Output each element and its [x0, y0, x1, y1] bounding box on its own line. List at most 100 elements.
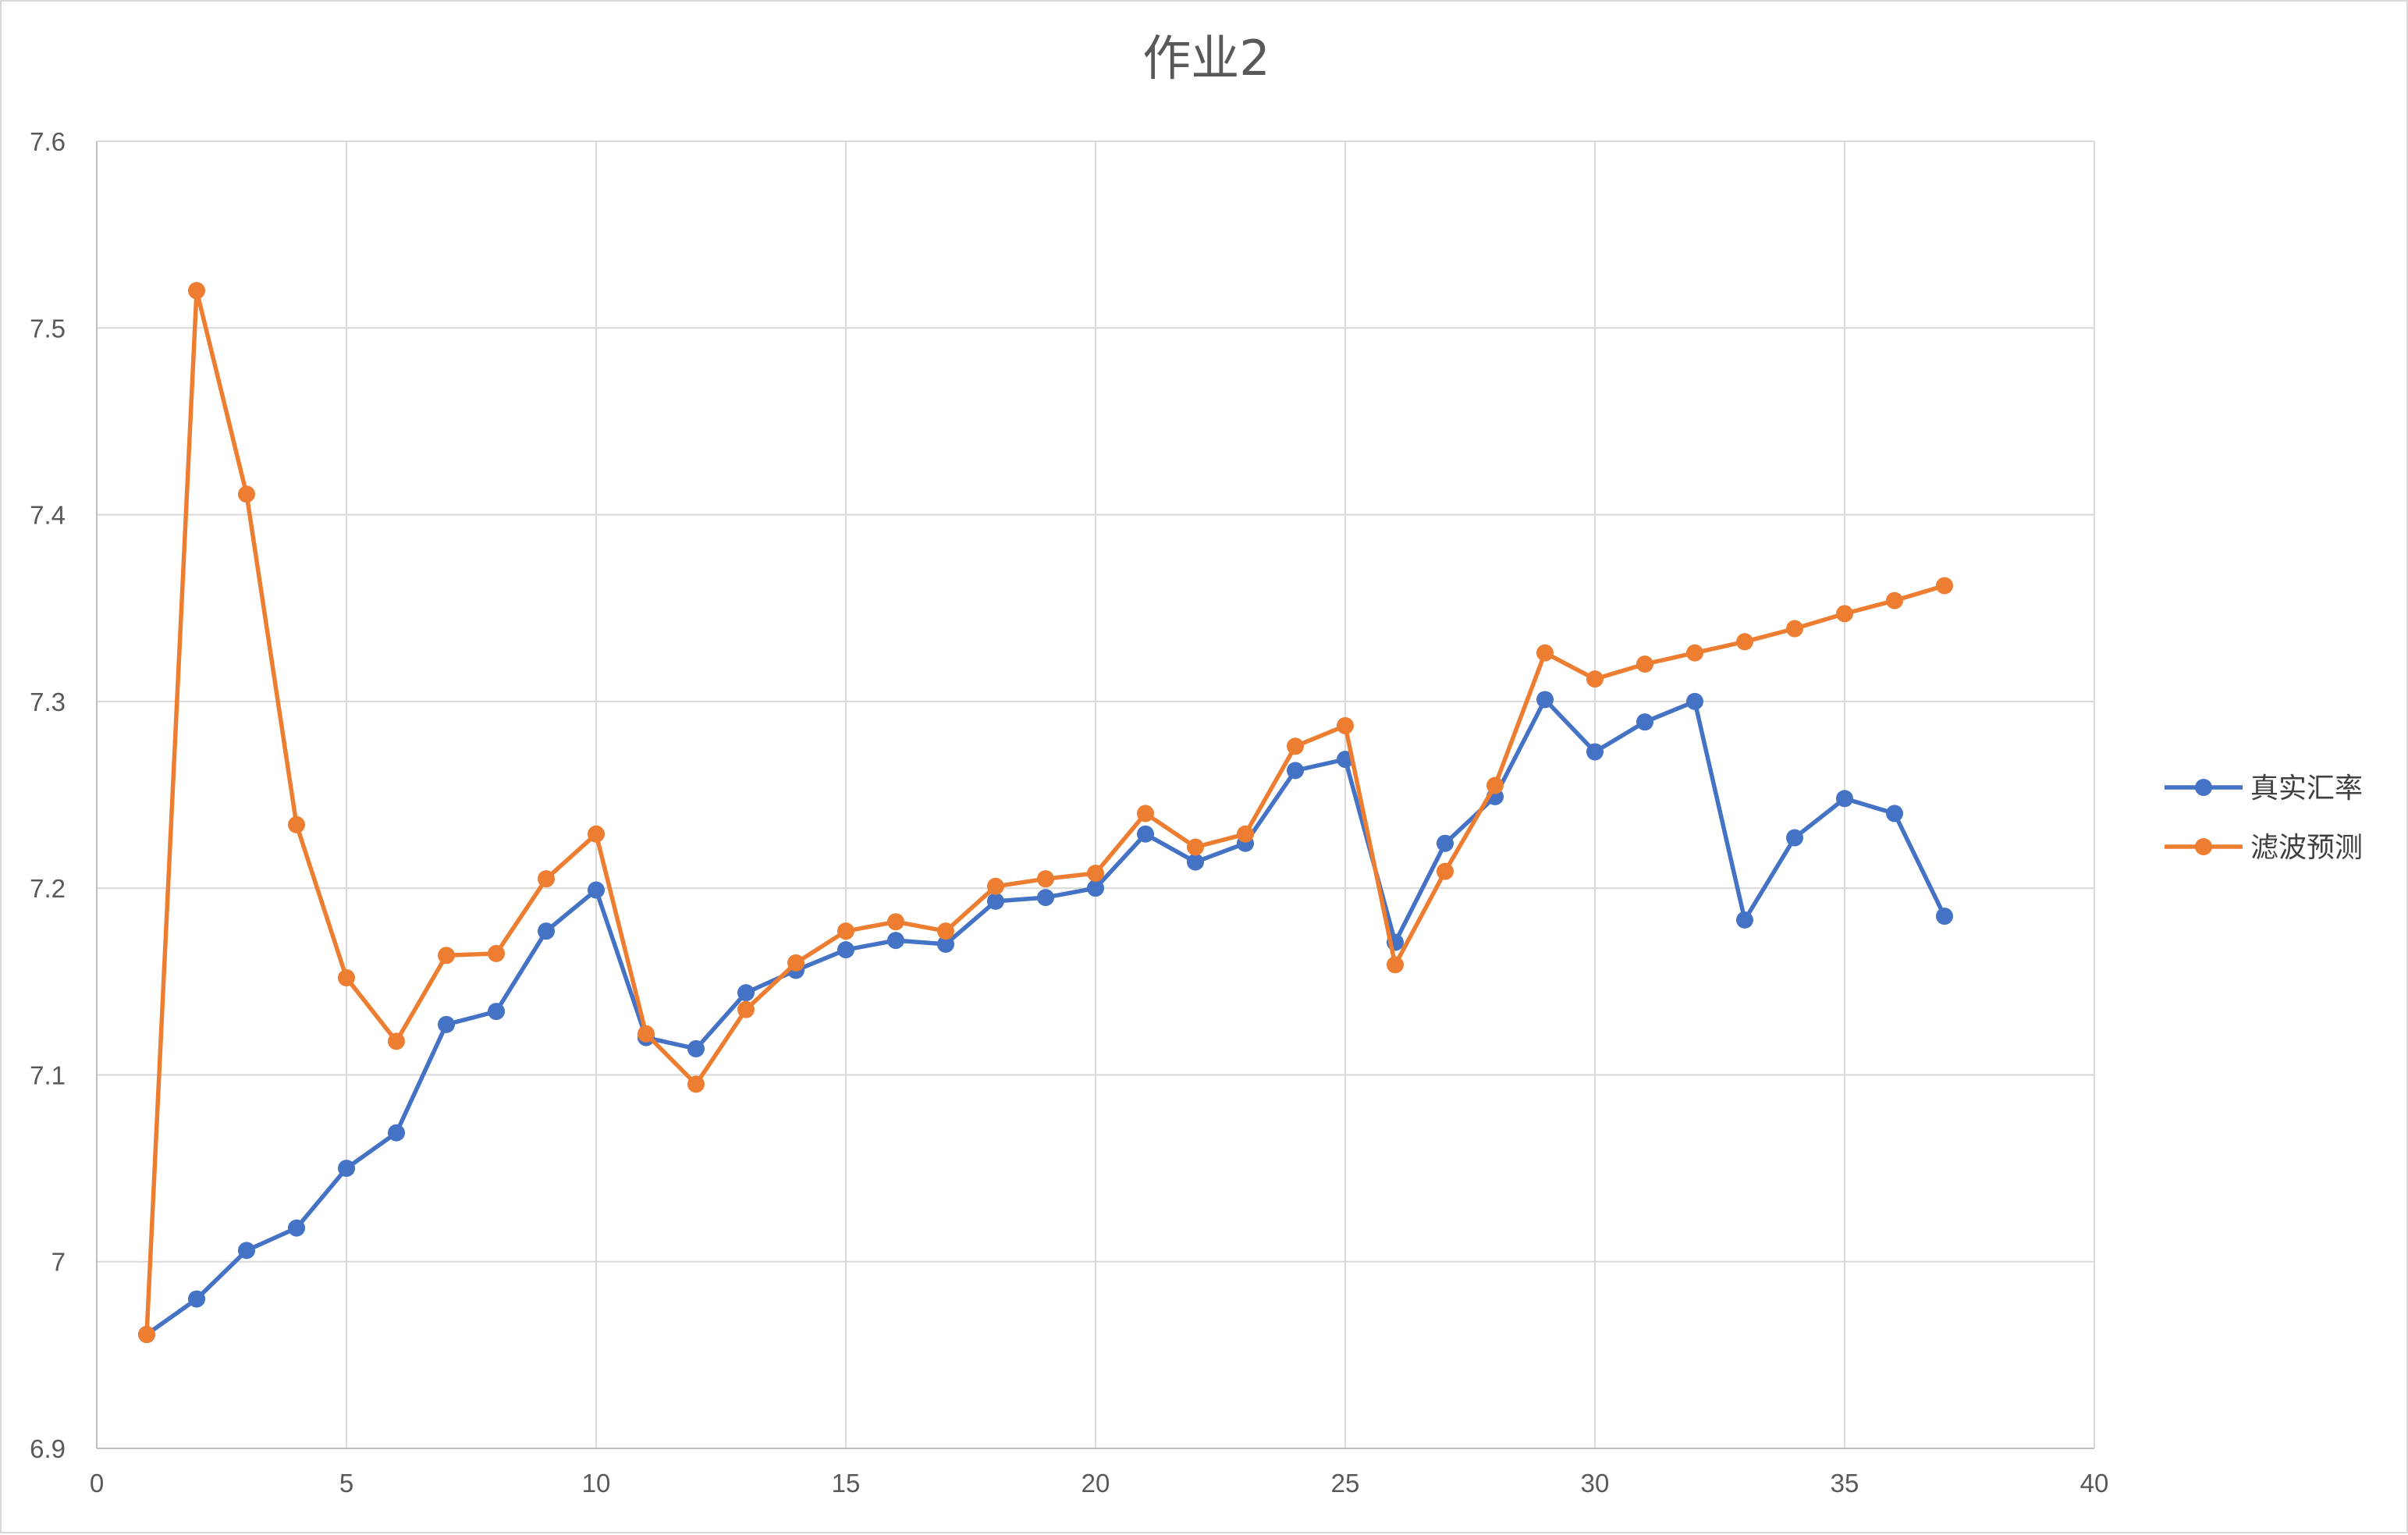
data-point [1536, 691, 1554, 709]
data-point [338, 1160, 355, 1178]
data-point [687, 1039, 705, 1057]
data-point [288, 1219, 305, 1237]
x-tick-label: 35 [1831, 1469, 1859, 1498]
data-point [1486, 776, 1504, 794]
legend-label: 真实汇率 [2250, 773, 2363, 805]
data-point [1886, 805, 1903, 823]
data-point [987, 877, 1004, 895]
legend-swatch-marker [2195, 838, 2212, 855]
axes: 6.9 7 7.1 7.2 7.3 7.4 7.5 7.6 0 5 10 15 20 25 30 35 40 [30, 127, 2108, 1498]
data-point [338, 969, 355, 986]
data-point [138, 1326, 155, 1344]
data-point [1836, 790, 1853, 808]
y-tick-label: 7.2 [30, 874, 66, 903]
data-point [1686, 692, 1703, 710]
data-point [588, 825, 605, 843]
legend-item: 滤波预测 [2165, 832, 2363, 864]
gridlines [96, 140, 2095, 1449]
data-point [687, 1075, 705, 1093]
legend-label: 滤波预测 [2250, 832, 2363, 864]
x-tick-label: 20 [1081, 1469, 1110, 1498]
data-point [488, 1003, 505, 1021]
data-point [1437, 834, 1454, 852]
data-point [837, 941, 854, 959]
y-tick-label: 6.9 [30, 1434, 66, 1463]
data-point [238, 1242, 255, 1260]
data-point [1287, 737, 1304, 755]
data-point [1237, 825, 1254, 843]
data-point [288, 815, 305, 833]
x-tick-label: 40 [2080, 1469, 2109, 1498]
data-point [188, 1290, 205, 1308]
y-tick-label: 7.4 [30, 501, 66, 530]
series-1 [138, 691, 1953, 1344]
data-point [1536, 644, 1554, 662]
data-point [388, 1032, 405, 1050]
x-tick-label: 0 [90, 1469, 104, 1498]
data-point [1636, 713, 1653, 731]
x-tick-label: 30 [1581, 1469, 1610, 1498]
series-layer [138, 282, 1953, 1344]
y-tick-label: 7.5 [30, 314, 66, 343]
data-point [438, 947, 455, 965]
data-point [1337, 716, 1354, 734]
data-point [1886, 592, 1903, 609]
x-tick-label: 5 [339, 1469, 353, 1498]
data-point [1936, 577, 1953, 595]
y-tick-label: 7 [51, 1248, 66, 1277]
data-point [1037, 870, 1054, 888]
data-point [538, 870, 555, 888]
data-point [1187, 853, 1204, 871]
data-point [1586, 670, 1604, 688]
x-tick-label: 15 [832, 1469, 861, 1498]
data-point [787, 954, 804, 972]
data-point [1586, 743, 1604, 761]
data-point [887, 913, 904, 931]
x-tick-label: 10 [582, 1469, 611, 1498]
data-point [588, 881, 605, 899]
data-point [1736, 633, 1753, 651]
legend-item: 真实汇率 [2165, 773, 2363, 805]
data-point [188, 282, 205, 300]
data-point [1387, 956, 1404, 974]
x-tick-label: 25 [1331, 1469, 1360, 1498]
data-point [638, 1025, 655, 1043]
data-point [1087, 879, 1104, 897]
data-point [887, 932, 904, 950]
series-line [144, 288, 1947, 1337]
legend-swatch-marker [2195, 779, 2212, 796]
data-point [1686, 644, 1703, 662]
data-point [388, 1124, 405, 1142]
data-point [1836, 605, 1853, 623]
series-line [144, 697, 1947, 1337]
data-point [987, 892, 1004, 910]
data-point [1786, 620, 1803, 638]
data-point [538, 922, 555, 940]
data-point [937, 935, 954, 953]
chart-title: 作业2 [1142, 30, 1270, 87]
data-point [1437, 862, 1454, 880]
series-2 [138, 282, 1953, 1344]
data-point [1287, 762, 1304, 780]
data-point [488, 944, 505, 962]
data-point [937, 922, 954, 940]
data-point [737, 984, 755, 1002]
data-point [1137, 825, 1154, 843]
y-tick-label: 7.1 [30, 1061, 66, 1089]
data-point [1936, 908, 1953, 926]
data-point [1736, 911, 1753, 929]
data-point [1187, 838, 1204, 856]
data-point [438, 1015, 455, 1033]
data-point [1087, 865, 1104, 882]
data-point [1037, 889, 1054, 907]
data-point [238, 485, 255, 503]
data-point [1137, 805, 1154, 823]
y-tick-label: 7.3 [30, 688, 66, 716]
y-tick-label: 7.6 [30, 127, 66, 156]
data-point [1786, 829, 1803, 847]
data-point [737, 1000, 755, 1018]
data-point [1636, 656, 1653, 673]
